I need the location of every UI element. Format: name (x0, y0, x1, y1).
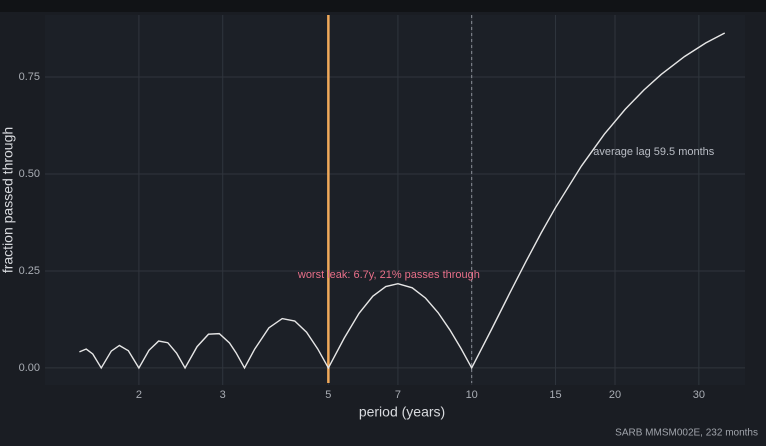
caption: SARB MMSM002E, 232 months (615, 428, 758, 439)
x-axis-label: period (years) (359, 404, 445, 420)
y-tick-label: 0.25 (19, 265, 40, 277)
top-bar (0, 0, 766, 12)
y-tick-label: 0.75 (19, 71, 40, 83)
plot-panel (45, 15, 745, 385)
x-tick-label: 7 (395, 389, 401, 401)
x-tick-label: 3 (220, 389, 226, 401)
annotation: average lag 59.5 months (593, 146, 715, 158)
y-tick-label: 0.00 (19, 362, 40, 374)
x-tick-label: 20 (609, 389, 621, 401)
annotation: worst leak: 6.7y, 21% passes through (297, 269, 480, 281)
x-tick-label: 15 (549, 389, 561, 401)
x-tick-label: 30 (693, 389, 705, 401)
data-line (79, 32, 726, 370)
y-axis-label: fraction passed through (0, 127, 16, 273)
x-tick-label: 10 (466, 389, 478, 401)
y-tick-label: 0.50 (19, 168, 40, 180)
x-tick-label: 5 (325, 389, 331, 401)
x-tick-label: 2 (136, 389, 142, 401)
